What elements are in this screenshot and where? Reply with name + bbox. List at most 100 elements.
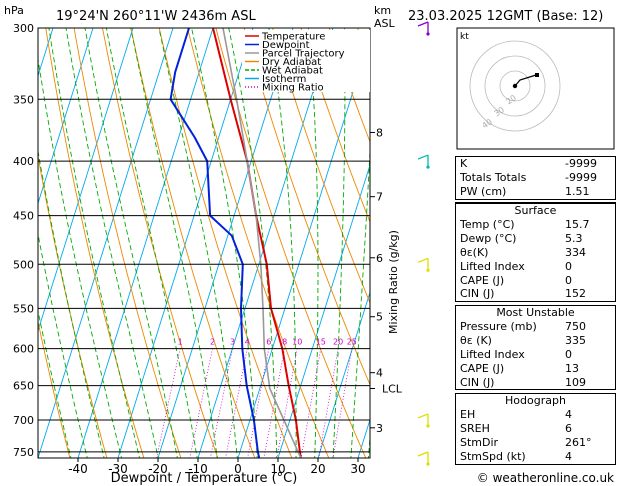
km-tick-label: 6 [376, 252, 383, 265]
isotherm-line [0, 28, 13, 458]
lcl-label: LCL [382, 383, 403, 396]
most-unstable-title: Most Unstable [496, 306, 575, 319]
dry-adiabat-line [243, 28, 370, 386]
surface-row: Temp (°C) 15.7 [460, 217, 590, 231]
mixing-ratio-labels: 1 2 3 4 6 8 10 15 20 25 [178, 338, 357, 347]
legend-box [242, 30, 370, 92]
wind-barb-dot [426, 32, 430, 36]
km-tick-label: 5 [376, 311, 383, 324]
temp-tick-label: -10 [188, 462, 208, 476]
most-unstable-row: CIN (J) 109 [460, 375, 586, 389]
hodograph-row: StmSpd (kt) 4 [460, 449, 572, 463]
wet-adiabat-line [158, 28, 238, 458]
wind-barb-flag [417, 257, 429, 263]
wind-barbs [417, 21, 430, 466]
mixing-ratio-label: 10 [292, 338, 302, 347]
dry-adiabat-line [45, 28, 145, 458]
index-row: Totals Totals -9999 [460, 170, 597, 184]
hodograph-table-title: Hodograph [505, 394, 566, 407]
temp-tick-label: -40 [68, 462, 88, 476]
hodograph-row: SREH 6 [460, 421, 572, 435]
pressure-tick-label: 450 [13, 210, 34, 223]
temp-tick-label: 10 [270, 462, 285, 476]
datetime-title: 23.03.2025 12GMT (Base: 12) [408, 9, 603, 24]
most-unstable-row: θε (K) 335 [460, 333, 586, 347]
mixing-ratio-label: 20 [333, 338, 343, 347]
mixing-ratio-line [300, 348, 322, 458]
wind-barb-flag [417, 451, 429, 457]
wet-adiabat-line [38, 148, 105, 458]
temp-tick-label: -30 [108, 462, 128, 476]
wind-barb-dot [426, 424, 430, 428]
hodograph-storm-marker [535, 73, 539, 77]
most-unstable-table: Most Unstable Pressure (mb) 750 θε (K) 335… [455, 305, 616, 391]
temp-tick-label: 20 [310, 462, 325, 476]
series-dewpoint [169, 28, 261, 458]
surface-row: Lifted Index 0 [460, 259, 572, 273]
copyright: © weatheronline.co.uk [477, 471, 614, 485]
hodograph-unit-label: kt [460, 32, 469, 42]
most-unstable-row: Pressure (mb) 750 [460, 319, 586, 333]
km-tick-label: 8 [376, 126, 383, 139]
wet-adiabat-line [84, 28, 178, 458]
dry-adiabat-line [38, 319, 71, 458]
mixing-ratio-label: 1 [178, 338, 183, 347]
mixing-ratio-label: 6 [266, 338, 271, 347]
series-parcel-trajectory [222, 28, 302, 458]
isotherm-line [317, 290, 370, 458]
dry-adiabat-line [38, 153, 108, 458]
wet-adiabat-line [191, 28, 258, 458]
location-title: 19°24'N 260°11'W 2436m ASL [56, 9, 256, 24]
isotherm-line [277, 163, 370, 458]
pressure-tick-label: 550 [13, 302, 34, 315]
dry-adiabat-line [328, 28, 370, 144]
most-unstable-row: Lifted Index 0 [460, 347, 572, 361]
wet-adiabat-line [48, 28, 140, 458]
dry-adiabat-line [102, 28, 219, 458]
dry-adiabat-line [300, 28, 370, 224]
legend-label: Temperature [261, 32, 325, 43]
wet-adiabat-line [38, 56, 122, 458]
indices-table: K -9999 Totals Totals -9999 PW (cm) 1.51 [455, 156, 616, 200]
mixing-ratio-axis-label: Mixing Ratio (g/kg) [387, 230, 400, 334]
wind-barb-dot [426, 268, 430, 272]
km-tick-label: 4 [376, 367, 383, 380]
pressure-tick-label: 600 [13, 343, 34, 356]
pressure-tick-label: 350 [13, 93, 34, 106]
hodograph-table: Hodograph EH 4 SREH 6 StmDir 261° StmSpd (k… [455, 393, 616, 465]
legend-label: Isotherm [262, 74, 306, 85]
dry-adiabat-line [73, 28, 182, 458]
pressure-tick-label: 400 [13, 155, 34, 168]
mixing-ratio-label: 4 [245, 338, 250, 347]
mixing-ratio-label: 8 [282, 338, 287, 347]
legend-label: Dewpoint [262, 40, 310, 51]
legend-label: Dry Adiabat [262, 57, 321, 68]
mixing-ratio-label: 3 [230, 338, 235, 347]
wet-adiabat-line [38, 308, 72, 458]
dry-adiabat-line [130, 28, 256, 458]
hodograph-row: EH 4 [460, 407, 572, 421]
wet-adiabat-line [308, 28, 319, 458]
temp-tick-label: 30 [350, 462, 365, 476]
km-tick-label: 3 [376, 422, 383, 435]
surface-row: θε(K) 334 [460, 245, 586, 259]
wet-adiabat-line [105, 28, 198, 458]
legend-label: Wet Adiabat [262, 66, 323, 77]
mixing-ratio-line [156, 348, 181, 458]
km-tick-label: 7 [376, 191, 383, 204]
wet-adiabat-line [332, 28, 346, 458]
pressure-tick-label: 750 [13, 446, 34, 459]
dry-adiabat-line [272, 28, 370, 304]
hodograph-ring [469, 40, 561, 132]
km-asl-label: ASL [374, 17, 396, 30]
wet-adiabat-line [350, 142, 370, 458]
surface-row: Dewp (°C) 5.3 [460, 231, 583, 245]
index-row: PW (cm) 1.51 [460, 184, 590, 198]
most-unstable-row: CAPE (J) 13 [460, 361, 579, 375]
mixing-ratio-line [210, 348, 233, 458]
temp-tick-label: -20 [148, 462, 168, 476]
km-unit-label: km [374, 4, 391, 17]
